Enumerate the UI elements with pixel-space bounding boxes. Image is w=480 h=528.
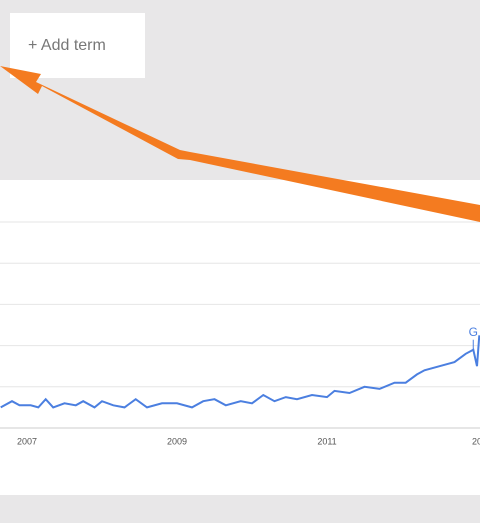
- line: [0, 335, 480, 409]
- x-tick-label: 20: [472, 436, 480, 446]
- x-tick-label: 2011: [317, 436, 336, 446]
- annotation: G: [469, 325, 478, 339]
- x-tick-label: 2007: [17, 436, 37, 446]
- add-term-box[interactable]: [10, 13, 145, 78]
- x-tick-label: 2009: [167, 436, 187, 446]
- chart-panel: [0, 180, 480, 495]
- add-term-label[interactable]: + Add term: [28, 37, 106, 54]
- arrow: [0, 66, 480, 222]
- plot: 2007 2009 2011 20 G: [0, 221, 480, 446]
